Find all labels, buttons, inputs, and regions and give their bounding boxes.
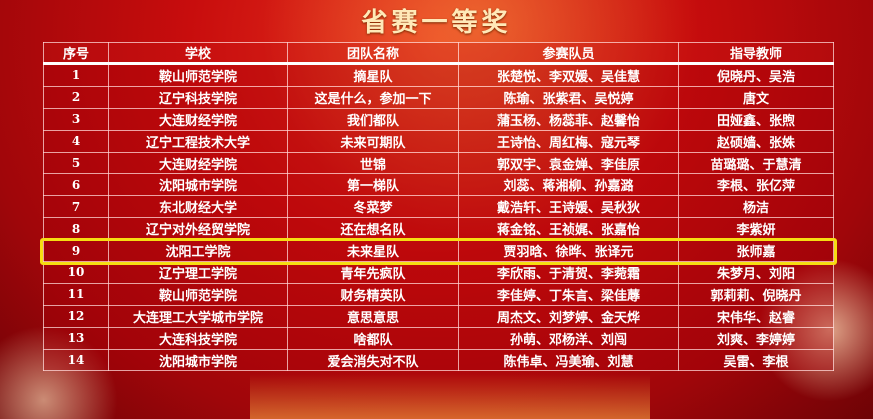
table-row: 1 鞍山师范学院 摘星队 张楚悦、李双媛、吴佳慧 倪晓丹、吴浩: [43, 63, 834, 87]
header-school: 学校: [108, 42, 288, 65]
table-row: 12 大连理工大学城市学院 意思意思 周杰文、刘梦婷、金天烨 宋伟华、赵睿: [43, 304, 834, 328]
cell-school: 辽宁理工学院: [108, 261, 288, 284]
cell-school: 大连理工大学城市学院: [108, 304, 288, 328]
cell-members: 孙萌、邓杨洋、刘闯: [458, 326, 679, 350]
cell-team-name: 我们都队: [287, 107, 459, 131]
cell-team-name: 还在想名队: [287, 217, 459, 241]
cell-members: 蒲玉杨、杨蕊菲、赵馨怡: [458, 107, 679, 131]
cell-advisors: 唐文: [678, 85, 834, 109]
cell-members: 陈伟卓、冯美瑜、刘慧: [458, 348, 679, 372]
header-index: 序号: [43, 42, 109, 65]
award-table: 序号 学校 团队名称 参赛队员 指导教师 1 鞍山师范学院 摘星队 张楚悦、李双媛、吴…: [43, 42, 834, 372]
city-skyline-decoration: [250, 374, 650, 419]
cell-school: 鞍山师范学院: [108, 63, 288, 87]
table-row: 13 大连科技学院 啥都队 孙萌、邓杨洋、刘闯 刘爽、李婷婷: [43, 326, 834, 350]
cell-advisors: 倪晓丹、吴浩: [678, 63, 834, 87]
table-row: 6 沈阳城市学院 第一梯队 刘蕊、蒋湘柳、孙嘉潞 李根、张亿萍: [43, 173, 834, 197]
cell-index: 6: [43, 173, 109, 197]
cell-team-name: 摘星队: [287, 63, 459, 87]
table-row: 5 大连财经学院 世锦 郭双宇、袁金婵、李佳原 苗璐璐、于慧清: [43, 151, 834, 175]
highlight-box: [40, 238, 837, 265]
cell-team-name: 意思意思: [287, 304, 459, 328]
cell-school: 辽宁科技学院: [108, 85, 288, 109]
cell-school: 大连科技学院: [108, 326, 288, 350]
cell-members: 蒋金铭、王祯娓、张嘉怡: [458, 217, 679, 241]
cell-index: 5: [43, 151, 109, 175]
table-row: 10 辽宁理工学院 青年先疯队 李欣雨、于清贺、李菀霜 朱梦月、刘阳: [43, 261, 834, 284]
table-header: 序号 学校 团队名称 参赛队员 指导教师: [43, 42, 834, 65]
cell-team-name: 爱会消失对不队: [287, 348, 459, 372]
cell-index: 12: [43, 304, 109, 328]
cell-advisors: 田娅鑫、张煦: [678, 107, 834, 131]
table-row: 14 沈阳城市学院 爱会消失对不队 陈伟卓、冯美瑜、刘慧 吴雷、李根: [43, 348, 834, 372]
cell-team-name: 第一梯队: [287, 173, 459, 197]
cell-members: 戴浩轩、王诗媛、吴秋狄: [458, 195, 679, 219]
cell-advisors: 苗璐璐、于慧清: [678, 151, 834, 175]
cell-members: 郭双宇、袁金婵、李佳原: [458, 151, 679, 175]
table-row: 9 沈阳工学院 未来星队 贾羽晗、徐晔、张译元 张师嘉: [43, 239, 834, 263]
cell-team-name: 青年先疯队: [287, 261, 459, 284]
table-row: 7 东北财经大学 冬菜梦 戴浩轩、王诗媛、吴秋狄 杨洁: [43, 195, 834, 219]
cell-members: 周杰文、刘梦婷、金天烨: [458, 304, 679, 328]
table-row: 11 鞍山师范学院 财务精英队 李佳婷、丁朱言、梁佳蓐 郭莉莉、倪晓丹: [43, 282, 834, 306]
cell-members: 刘蕊、蒋湘柳、孙嘉潞: [458, 173, 679, 197]
header-team: 团队名称: [287, 42, 459, 65]
header-advisors: 指导教师: [678, 42, 834, 65]
cell-members: 张楚悦、李双媛、吴佳慧: [458, 63, 679, 87]
cell-school: 沈阳城市学院: [108, 173, 288, 197]
table-row: 2 辽宁科技学院 这是什么，参加一下 陈瑜、张紫君、吴悦婷 唐文: [43, 85, 834, 109]
cell-school: 沈阳城市学院: [108, 348, 288, 372]
cell-members: 李佳婷、丁朱言、梁佳蓐: [458, 282, 679, 306]
cell-index: 14: [43, 348, 109, 372]
cell-advisors: 吴雷、李根: [678, 348, 834, 372]
cell-team-name: 这是什么，参加一下: [287, 85, 459, 109]
cell-index: 3: [43, 107, 109, 131]
table-row: 3 大连财经学院 我们都队 蒲玉杨、杨蕊菲、赵馨怡 田娅鑫、张煦: [43, 107, 834, 131]
cell-team-name: 未来星队: [287, 239, 459, 263]
cell-team-name: 财务精英队: [287, 282, 459, 306]
cell-team-name: 冬菜梦: [287, 195, 459, 219]
cell-school: 鞍山师范学院: [108, 282, 288, 306]
cell-school: 辽宁对外经贸学院: [108, 217, 288, 241]
cell-advisors: 宋伟华、赵睿: [678, 304, 834, 328]
cell-team-name: 世锦: [287, 151, 459, 175]
cell-advisors: 杨洁: [678, 195, 834, 219]
cell-index: 13: [43, 326, 109, 350]
cell-advisors: 赵硕嫱、张姝: [678, 129, 834, 153]
cell-advisors: 郭莉莉、倪晓丹: [678, 282, 834, 306]
cell-index: 1: [43, 63, 109, 87]
cell-index: 7: [43, 195, 109, 219]
cell-index: 10: [43, 261, 109, 284]
cell-advisors: 朱梦月、刘阳: [678, 261, 834, 284]
cell-members: 陈瑜、张紫君、吴悦婷: [458, 85, 679, 109]
cell-index: 2: [43, 85, 109, 109]
cell-index: 8: [43, 217, 109, 241]
cell-advisors: 刘爽、李婷婷: [678, 326, 834, 350]
cell-advisors: 李紫妍: [678, 217, 834, 241]
table-row: 4 辽宁工程技术大学 未来可期队 王诗怡、周红梅、寇元琴 赵硕嫱、张姝: [43, 129, 834, 153]
cell-members: 王诗怡、周红梅、寇元琴: [458, 129, 679, 153]
table-row: 8 辽宁对外经贸学院 还在想名队 蒋金铭、王祯娓、张嘉怡 李紫妍: [43, 217, 834, 241]
cell-team-name: 未来可期队: [287, 129, 459, 153]
cell-advisors: 李根、张亿萍: [678, 173, 834, 197]
header-members: 参赛队员: [458, 42, 679, 65]
cell-index: 4: [43, 129, 109, 153]
cell-team-name: 啥都队: [287, 326, 459, 350]
cell-school: 辽宁工程技术大学: [108, 129, 288, 153]
page-title: 省赛一等奖: [361, 8, 512, 38]
cell-members: 李欣雨、于清贺、李菀霜: [458, 261, 679, 284]
cell-index: 11: [43, 282, 109, 306]
cell-school: 大连财经学院: [108, 107, 288, 131]
cell-school: 大连财经学院: [108, 151, 288, 175]
cell-school: 东北财经大学: [108, 195, 288, 219]
cell-school: 沈阳工学院: [108, 239, 288, 263]
